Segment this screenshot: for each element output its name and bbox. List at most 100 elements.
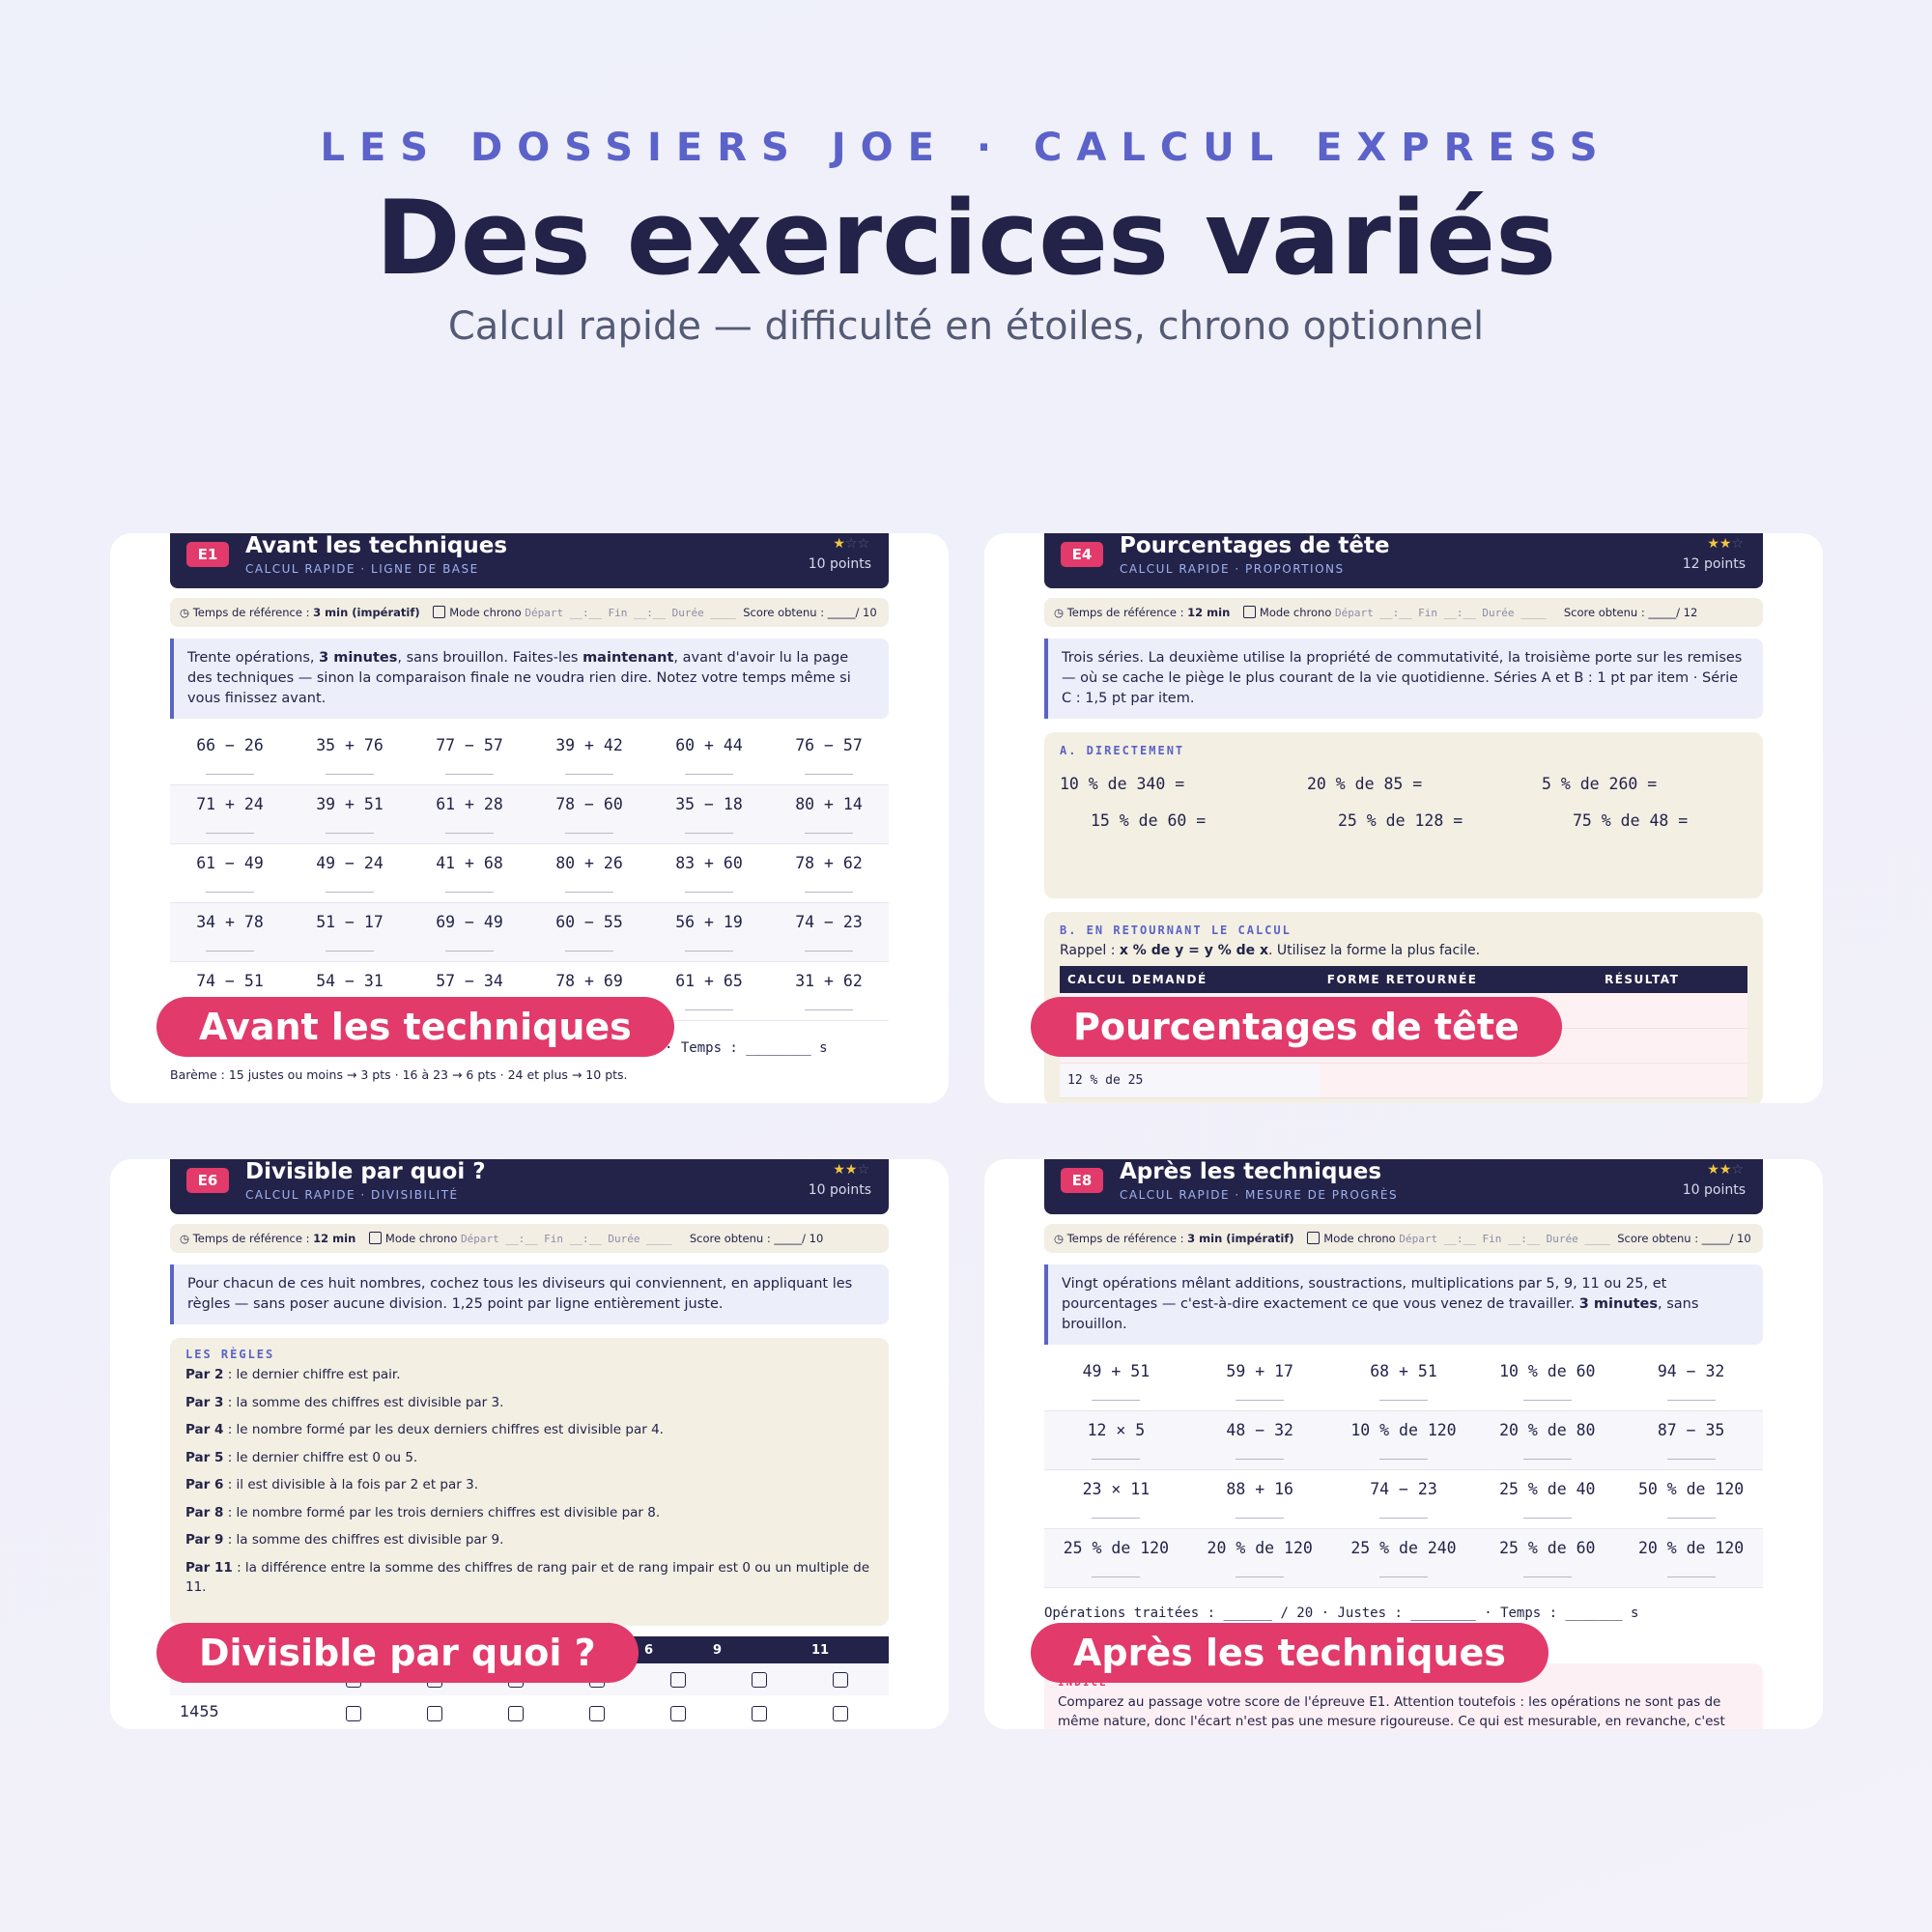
grid-row: 61 − 49 49 − 24 41 + 68 80 + 26 83 + 60 78 + …	[170, 844, 889, 903]
scoring-scale: Barème : 15 justes ou moins → 3 pts · 16…	[170, 1067, 628, 1082]
operation: 49 − 24	[290, 844, 410, 902]
exercise-instructions: Trois séries. La deuxième utilise la pro…	[1044, 639, 1763, 719]
exercise-label-pill: Avant les techniques	[156, 997, 674, 1057]
operation: 20 % de 80	[1475, 1411, 1619, 1469]
exercise-card-e8[interactable]: E8 Après les techniques CALCUL RAPIDE · …	[984, 1159, 1823, 1729]
rule-item: Par 2 : le dernier chiffre est pair.	[185, 1367, 401, 1382]
percent-item: 75 % de 48 =	[1573, 811, 1689, 830]
operation: 61 + 65	[649, 962, 769, 1020]
exercise-instructions: Trente opérations, 3 minutes, sans broui…	[170, 639, 889, 719]
operation: 59 + 17	[1188, 1352, 1332, 1410]
chrono-checkbox[interactable]	[1307, 1232, 1321, 1244]
difficulty-stars-icon: ★☆☆	[833, 536, 869, 552]
divisor-checkbox[interactable]	[427, 1706, 442, 1721]
operation: 20 % de 120	[1188, 1529, 1332, 1587]
grid-row: 12 × 5 48 − 32 10 % de 120 20 % de 80 87 − 3…	[1044, 1411, 1763, 1470]
divisor-checkbox[interactable]	[752, 1672, 767, 1688]
exercise-title: Pourcentages de tête	[1120, 533, 1390, 558]
section-a: A. DIRECTEMENT 10 % de 340 = 20 % de 85 …	[1044, 732, 1763, 898]
chrono-checkbox[interactable]	[433, 606, 446, 618]
chrono-checkbox[interactable]	[368, 1232, 382, 1244]
exercise-header-bar: E8 Après les techniques CALCUL RAPIDE · …	[1044, 1159, 1763, 1214]
divisor-checkbox[interactable]	[670, 1672, 686, 1688]
operation: 35 − 18	[649, 785, 769, 843]
exercise-points: 10 points	[808, 556, 871, 572]
rule-item: Par 9 : la somme des chiffres est divisi…	[185, 1532, 504, 1548]
operation: 51 − 17	[290, 903, 410, 961]
grid-row: 66 − 26 35 + 76 77 − 57 39 + 42 60 + 44 76 − …	[170, 726, 889, 785]
exercise-category: CALCUL RAPIDE · PROPORTIONS	[1120, 562, 1345, 576]
operation: 25 % de 120	[1044, 1529, 1188, 1587]
page-title: Des exercices variés	[375, 179, 1557, 298]
exercise-card-e6[interactable]: E6 Divisible par quoi ? CALCUL RAPIDE · …	[110, 1159, 949, 1729]
exercise-title: Divisible par quoi ?	[245, 1159, 486, 1184]
exercise-card-e4[interactable]: E4 Pourcentages de tête CALCUL RAPIDE · …	[984, 533, 1823, 1103]
worksheet-preview: E1 Avant les techniques CALCUL RAPIDE · …	[170, 533, 889, 1103]
operation: 39 + 42	[529, 726, 649, 784]
operation: 25 % de 40	[1475, 1470, 1619, 1528]
divisor-checkbox[interactable]	[670, 1706, 686, 1721]
rule-item: Par 3 : la somme des chiffres est divisi…	[185, 1394, 504, 1410]
grid-row: 74 − 51 54 − 31 57 − 34 78 + 69 61 + 65 31 + …	[170, 962, 889, 1021]
clock-icon: ◷	[1054, 606, 1065, 619]
clock-icon: ◷	[180, 1232, 190, 1245]
exercise-header-bar: E6 Divisible par quoi ? CALCUL RAPIDE · …	[170, 1159, 889, 1214]
operation: 88 + 16	[1188, 1470, 1332, 1528]
page-subtitle: Calcul rapide — difficulté en étoiles, c…	[447, 304, 1485, 349]
exercise-card-e1[interactable]: E1 Avant les techniques CALCUL RAPIDE · …	[110, 533, 949, 1103]
operation: 10 % de 120	[1332, 1411, 1476, 1469]
series-kicker: LES DOSSIERS JOE · CALCUL EXPRESS	[320, 126, 1612, 170]
clock-icon: ◷	[180, 606, 190, 619]
rule-item: Par 11 : la différence entre la somme de…	[185, 1559, 870, 1595]
percent-item: 25 % de 128 =	[1338, 811, 1463, 830]
difficulty-stars-icon: ★★☆	[1707, 1162, 1744, 1178]
exercise-header-bar: E4 Pourcentages de tête CALCUL RAPIDE · …	[1044, 533, 1763, 588]
operation: 71 + 24	[170, 785, 290, 843]
operation: 31 + 62	[769, 962, 889, 1020]
rule-item: Par 6 : il est divisible à la fois par 2…	[185, 1477, 478, 1492]
exercise-category: CALCUL RAPIDE · MESURE DE PROGRÈS	[1120, 1188, 1399, 1202]
operation: 56 + 19	[649, 903, 769, 961]
operation: 50 % de 120	[1619, 1470, 1763, 1528]
operation: 74 − 23	[1332, 1470, 1476, 1528]
divisor-checkbox[interactable]	[752, 1706, 767, 1721]
difficulty-stars-icon: ★★☆	[833, 1162, 869, 1178]
operation: 74 − 23	[769, 903, 889, 961]
divisor-checkbox[interactable]	[833, 1706, 848, 1721]
operation: 60 − 55	[529, 903, 649, 961]
exercise-points: 10 points	[1682, 1182, 1746, 1198]
exercise-header-bar: E1 Avant les techniques CALCUL RAPIDE · …	[170, 533, 889, 588]
operation: 25 % de 240	[1332, 1529, 1476, 1587]
percent-item: 20 % de 85 =	[1307, 775, 1423, 793]
difficulty-stars-icon: ★★☆	[1707, 536, 1744, 552]
exercise-code-badge: E6	[186, 1168, 229, 1193]
operation: 69 − 49	[410, 903, 529, 961]
operation: 83 + 60	[649, 844, 769, 902]
exercise-code-badge: E1	[186, 542, 229, 567]
exercise-points: 12 points	[1682, 556, 1746, 572]
operation: 80 + 26	[529, 844, 649, 902]
exercise-title: Avant les techniques	[245, 533, 508, 558]
operation: 68 + 51	[1332, 1352, 1476, 1410]
operation: 49 + 51	[1044, 1352, 1188, 1410]
operation: 39 + 51	[290, 785, 410, 843]
operation: 78 + 62	[769, 844, 889, 902]
operation: 61 + 28	[410, 785, 529, 843]
timing-strip: ◷ Temps de référence : 3 min (impératif)…	[1044, 1224, 1763, 1253]
exercise-instructions: Vingt opérations mêlant additions, soust…	[1044, 1264, 1763, 1345]
chrono-checkbox[interactable]	[1242, 606, 1256, 618]
percent-item: 5 % de 260 =	[1542, 775, 1658, 793]
operation: 66 − 26	[170, 726, 290, 784]
percent-item: 15 % de 60 =	[1091, 811, 1207, 830]
rules-box: LES RÈGLES Par 2 : le dernier chiffre es…	[170, 1338, 889, 1626]
divisor-checkbox[interactable]	[833, 1672, 848, 1688]
operation: 34 + 78	[170, 903, 290, 961]
divisor-checkbox[interactable]	[589, 1706, 605, 1721]
results-line: Opérations traitées : ______ / 20 · Just…	[1044, 1605, 1639, 1621]
divisor-checkbox[interactable]	[346, 1706, 361, 1721]
percent-item: 10 % de 340 =	[1060, 775, 1185, 793]
grid-row: 71 + 24 39 + 51 61 + 28 78 − 60 35 − 18 80 + …	[170, 785, 889, 844]
exercise-category: CALCUL RAPIDE · DIVISIBILITÉ	[245, 1188, 459, 1202]
divisor-checkbox[interactable]	[508, 1706, 524, 1721]
reminder-text: Rappel : x % de y = y % de x. Utilisez l…	[1060, 943, 1481, 958]
